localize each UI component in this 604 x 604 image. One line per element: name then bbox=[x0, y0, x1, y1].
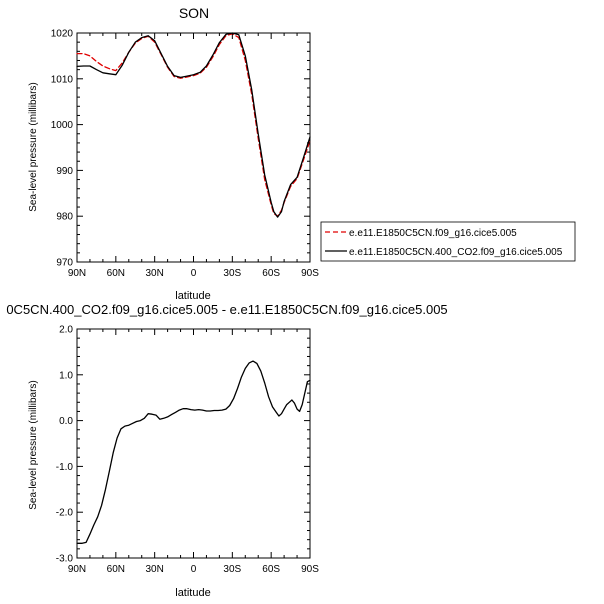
c2-series-line-0 bbox=[76, 360, 311, 544]
top-chart-frame bbox=[76, 32, 311, 263]
c1-series-line-1 bbox=[76, 32, 311, 218]
c2-x-tick-label: 90S bbox=[301, 564, 319, 575]
c2-x-tick-label: 30N bbox=[145, 564, 163, 575]
legend-label-control: e.e11.E1850C5CN.f09_g16.cice5.005 bbox=[349, 228, 517, 239]
top-chart-y-axis-label: Sea-level pressure (millibars) bbox=[28, 82, 39, 211]
top-chart-title: SON bbox=[179, 5, 209, 21]
bottom-chart-series-group bbox=[76, 360, 311, 544]
c1-y-tick-label: 1010 bbox=[51, 74, 74, 85]
c2-y-tick-label: -1.0 bbox=[56, 462, 74, 473]
bottom-chart-y-axis-label: Sea-level pressure (millibars) bbox=[28, 380, 39, 509]
c2-x-tick-label: 30S bbox=[223, 564, 241, 575]
c2-y-tick-label: 1.0 bbox=[59, 370, 73, 381]
c1-y-tick-label: 1000 bbox=[51, 120, 74, 131]
bottom-chart-ticks: 90N 60N 30N 0 30S 60S 90S -3.0 -2.0 -1.0 0.0 1.0 2.0 bbox=[56, 325, 319, 576]
c1-x-tick-label: 0 bbox=[191, 268, 197, 279]
legend-box bbox=[320, 221, 576, 262]
c1-y-tick-label: 990 bbox=[56, 166, 73, 177]
c1-x-tick-label: 90S bbox=[301, 268, 319, 279]
bottom-chart: 90N 60N 30N 0 30S 60S 90S -3.0 -2.0 -1.0 0.0 1.0 2.0… bbox=[28, 325, 319, 600]
top-chart-series-group bbox=[76, 32, 311, 218]
c2-y-tick-label: -3.0 bbox=[56, 554, 74, 565]
c1-x-tick-label: 60N bbox=[107, 268, 125, 279]
c2-y-tick-label: -2.0 bbox=[56, 508, 74, 519]
top-chart: 90N 60N 30N 0 30S 60S 90S 970 980 990 1000 1010 1020… bbox=[28, 29, 319, 303]
c2-x-tick-label: 60N bbox=[107, 564, 125, 575]
c1-x-tick-label: 60S bbox=[262, 268, 280, 279]
c1-x-tick-label: 90N bbox=[68, 268, 86, 279]
c2-x-tick-label: 60S bbox=[262, 564, 280, 575]
c2-x-tick-label: 90N bbox=[68, 564, 86, 575]
c1-series-line-0 bbox=[76, 33, 311, 217]
top-chart-ticks: 90N 60N 30N 0 30S 60S 90S 970 980 990 1000 1010 1020 bbox=[51, 29, 319, 280]
c2-x-tick-label: 0 bbox=[191, 564, 197, 575]
bottom-chart-x-axis-label: latitude bbox=[175, 587, 210, 599]
bottom-chart-frame bbox=[76, 328, 311, 559]
c1-x-tick-label: 30S bbox=[223, 268, 241, 279]
c2-y-tick-label: 0.0 bbox=[59, 416, 73, 427]
c2-y-tick-label: 2.0 bbox=[59, 325, 73, 336]
c1-x-tick-label: 30N bbox=[145, 268, 163, 279]
legend-label-co2: e.e11.E1850C5CN.400_CO2.f09_g16.cice5.00… bbox=[349, 247, 563, 258]
top-chart-x-axis-label: latitude bbox=[175, 290, 210, 302]
legend: e.e11.E1850C5CN.f09_g16.cice5.005 e.e11.… bbox=[320, 221, 576, 262]
c1-y-tick-label: 970 bbox=[56, 258, 73, 269]
bottom-chart-title: 0C5CN.400_CO2.f09_g16.cice5.005 - e.e11.… bbox=[6, 302, 447, 317]
c1-y-tick-label: 980 bbox=[56, 212, 73, 223]
c1-y-tick-label: 1020 bbox=[51, 29, 74, 40]
